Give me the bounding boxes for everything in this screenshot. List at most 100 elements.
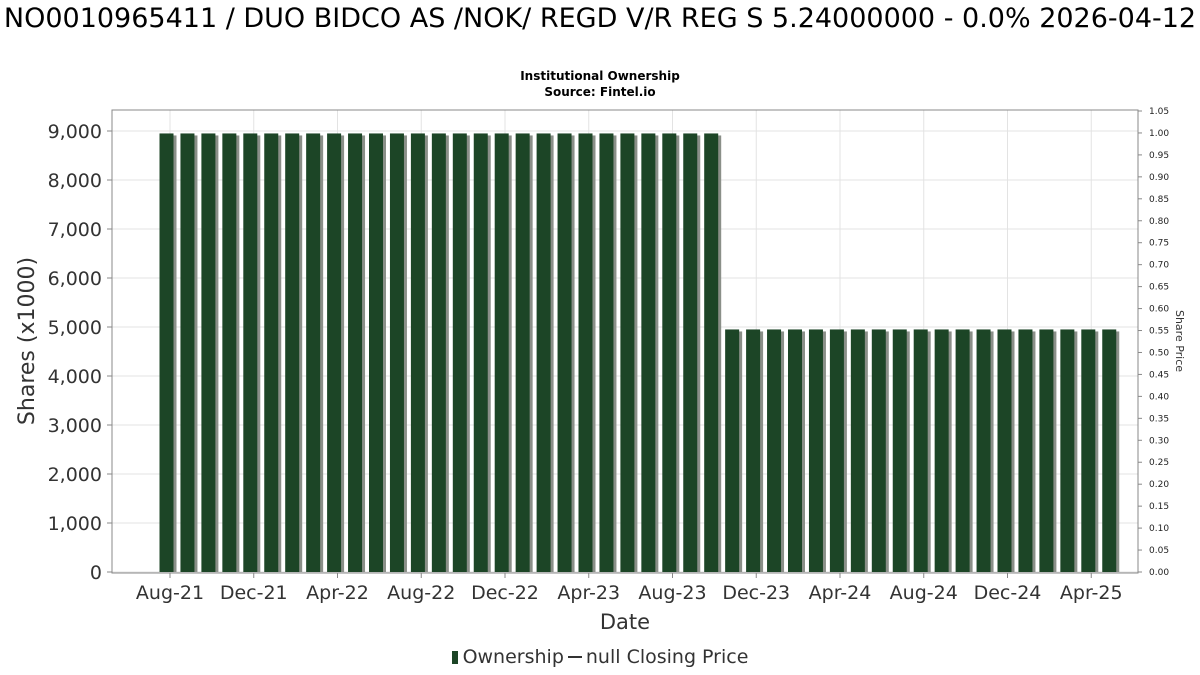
ownership-bar — [180, 133, 195, 572]
ownership-bar — [431, 133, 446, 572]
legend: Ownership null Closing Price — [0, 646, 1200, 668]
ownership-bar — [829, 329, 844, 572]
ownership-legend-swatch — [451, 651, 458, 664]
y2-axis: 0.00 0.05 0.10 0.15 0.20 0.25 0.30 0.35 0.40 0.45… — [1138, 107, 1169, 578]
ownership-bar — [285, 133, 300, 572]
ownership-bar — [808, 329, 823, 572]
plot-frame — [111, 109, 1139, 574]
ownership-bar — [725, 329, 740, 572]
y2-tick-label: 0.95 — [1149, 151, 1169, 161]
y-tick-label: 0 — [90, 562, 102, 584]
ownership-bar — [1081, 329, 1096, 572]
ownership-bar — [327, 133, 342, 572]
ownership-bar — [620, 133, 635, 572]
x-tick-label: Aug-21 — [136, 582, 204, 604]
legend-ownership-label: Ownership — [462, 646, 564, 668]
subtitle-line-2: Source: Fintel.io — [544, 85, 656, 99]
y2-tick-label: 0.75 — [1149, 239, 1169, 249]
ownership-bar — [410, 133, 425, 572]
y2-tick-label: 0.05 — [1149, 546, 1169, 556]
y2-tick-label: 0.45 — [1149, 370, 1169, 380]
legend-closing-price-label: null Closing Price — [585, 646, 749, 668]
y-tick-label: 5,000 — [48, 317, 102, 339]
ownership-bar — [913, 329, 928, 572]
x-tick-label: Dec-24 — [974, 582, 1042, 604]
y-tick-label: 2,000 — [48, 464, 102, 486]
x-axis: Aug-21 Dec-21 Apr-22 Aug-22 Dec-22 Apr-23 Aug-… — [136, 573, 1123, 604]
x-tick-label: Apr-25 — [1060, 582, 1123, 604]
y2-tick-label: 0.55 — [1149, 327, 1169, 337]
ownership-bar — [222, 133, 237, 572]
ownership-bar — [578, 133, 593, 572]
ownership-bar — [976, 329, 991, 572]
ownership-bar — [934, 329, 949, 572]
x-axis-label: Date — [600, 610, 650, 634]
closing-price-legend-swatch — [567, 656, 582, 658]
ownership-bar — [1018, 329, 1033, 572]
ownership-bar — [871, 329, 886, 572]
y2-axis-label: Share Price — [1173, 310, 1186, 372]
y2-tick-label: 1.05 — [1149, 107, 1169, 117]
ownership-bar — [494, 133, 509, 572]
ownership-bar — [452, 133, 467, 572]
ownership-bar — [704, 133, 719, 572]
ownership-bar — [997, 329, 1012, 572]
ownership-bar — [788, 329, 802, 572]
x-tick-label: Aug-24 — [890, 582, 958, 604]
ownership-bar — [264, 133, 279, 572]
y-tick-label: 7,000 — [48, 219, 102, 241]
ownership-bar — [201, 133, 216, 572]
ownership-bar — [1060, 329, 1075, 572]
x-tick-label: Dec-23 — [722, 582, 790, 604]
y2-tick-label: 0.40 — [1149, 392, 1169, 402]
y2-tick-label: 0.35 — [1149, 414, 1169, 424]
y2-tick-label: 0.00 — [1149, 568, 1169, 578]
ownership-bar — [159, 133, 174, 572]
y2-tick-label: 0.70 — [1149, 261, 1169, 271]
ownership-bar — [536, 133, 551, 572]
y2-tick-label: 0.20 — [1149, 480, 1169, 490]
x-tick-label: Dec-21 — [220, 582, 288, 604]
x-tick-label: Apr-24 — [809, 582, 872, 604]
ownership-bar — [599, 133, 614, 572]
y2-tick-label: 0.65 — [1149, 283, 1169, 293]
y-tick-label: 8,000 — [48, 170, 102, 192]
bars-layer — [159, 133, 1120, 572]
ownership-bar — [243, 133, 258, 572]
x-tick-label: Apr-22 — [306, 582, 369, 604]
y2-tick-label: 0.15 — [1149, 502, 1169, 512]
ownership-bar — [746, 329, 761, 572]
y2-tick-label: 0.60 — [1149, 305, 1169, 315]
ownership-bar — [389, 133, 404, 572]
ownership-bar — [767, 329, 782, 572]
y2-tick-label: 0.30 — [1149, 436, 1169, 446]
ownership-bar — [557, 133, 572, 572]
ownership-bar — [892, 329, 907, 572]
chart-subtitle: Institutional Ownership Source: Fintel.i… — [0, 68, 1200, 100]
y-axis-label: Shares (x1000) — [15, 257, 40, 425]
y2-tick-label: 0.85 — [1149, 195, 1169, 205]
y2-tick-label: 0.90 — [1149, 173, 1169, 183]
y-tick-label: 4,000 — [48, 366, 102, 388]
ownership-bar — [850, 329, 865, 572]
subtitle-line-1: Institutional Ownership — [520, 69, 680, 83]
x-tick-label: Aug-23 — [638, 582, 706, 604]
y2-tick-label: 0.25 — [1149, 458, 1169, 468]
y-tick-label: 1,000 — [48, 513, 102, 535]
ownership-bar — [515, 133, 530, 572]
ownership-bar — [1102, 329, 1117, 572]
x-tick-label: Aug-22 — [387, 582, 455, 604]
ownership-bar — [662, 133, 677, 572]
ownership-bar — [306, 133, 321, 572]
y2-tick-label: 0.80 — [1149, 217, 1169, 227]
y-tick-label: 3,000 — [48, 415, 102, 437]
ownership-bar — [1039, 329, 1054, 572]
ownership-bar — [369, 133, 383, 572]
ownership-bar — [683, 133, 698, 572]
y2-tick-label: 1.00 — [1149, 129, 1169, 139]
ownership-bar — [955, 329, 970, 572]
y-tick-label: 9,000 — [48, 121, 102, 143]
y-tick-label: 6,000 — [48, 268, 102, 290]
x-tick-label: Dec-22 — [471, 582, 539, 604]
